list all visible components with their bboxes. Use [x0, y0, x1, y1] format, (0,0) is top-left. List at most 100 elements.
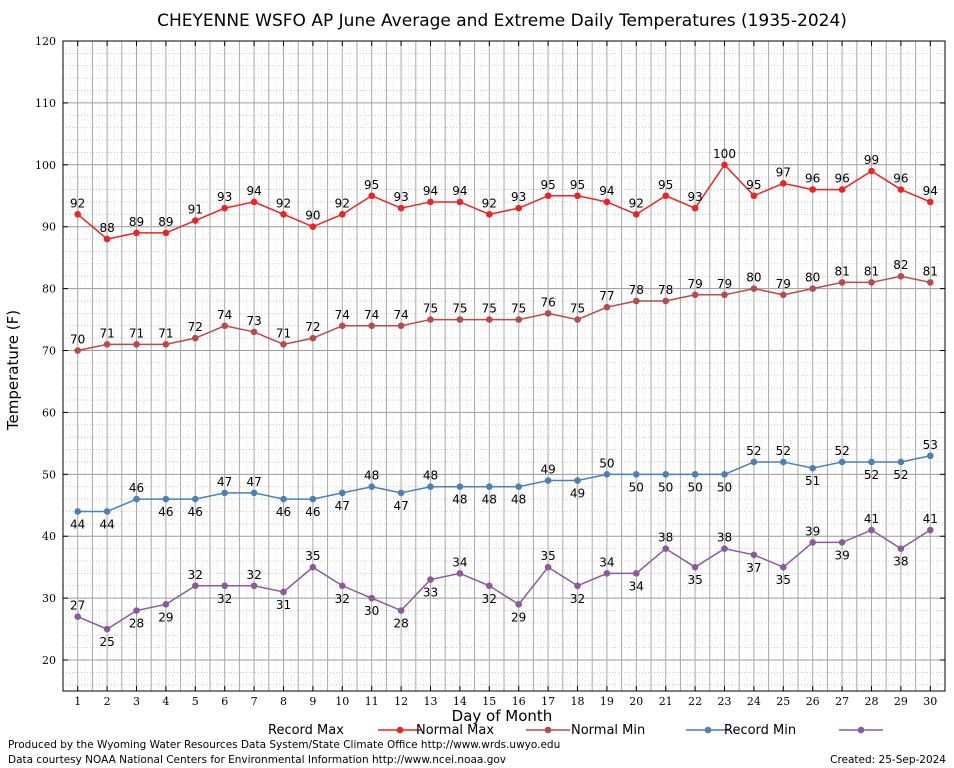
x-tick-label: 22 [688, 695, 702, 708]
data-label: 72 [188, 320, 203, 334]
data-label: 48 [452, 493, 467, 507]
chart-title: CHEYENNE WSFO AP June Average and Extrem… [157, 11, 847, 31]
data-point [544, 477, 552, 484]
data-point [662, 192, 669, 200]
data-point [339, 582, 346, 590]
data-point [868, 279, 875, 286]
x-tick-label: 12 [394, 695, 408, 708]
data-label: 74 [364, 308, 379, 322]
legend-item: Record Max [268, 723, 422, 738]
data-label: 48 [482, 493, 497, 507]
data-point [838, 539, 846, 546]
data-point [721, 545, 728, 552]
data-point [515, 204, 522, 212]
data-label: 32 [246, 568, 261, 582]
data-point [838, 186, 846, 193]
data-label: 74 [393, 308, 408, 322]
data-point [633, 471, 640, 478]
data-label: 94 [423, 184, 438, 198]
legend-swatch-marker [857, 726, 865, 734]
legend-label: Record Max [268, 723, 344, 738]
data-point [103, 235, 111, 243]
data-label: 48 [423, 469, 438, 483]
x-tick-label: 27 [835, 695, 849, 708]
legend-swatch-marker [396, 726, 404, 734]
x-tick-label: 1 [74, 695, 81, 708]
data-point [280, 588, 287, 596]
x-tick-label: 19 [600, 695, 614, 708]
data-point [809, 539, 816, 546]
data-label: 78 [658, 283, 673, 297]
data-label: 71 [276, 326, 291, 340]
data-label: 35 [776, 573, 791, 587]
series-layer: 92 88 89 89 91 93 94 92 90 92 95 93 94 94 92 93 95 95 94 92… [70, 147, 938, 649]
x-tick-label: 2 [104, 695, 111, 708]
data-label: 38 [717, 531, 732, 545]
data-label: 75 [511, 302, 526, 316]
series-normal-max: 70 71 71 71 72 74 73 71 72 74 74 74 75 75 75 75 76 75 77 78… [70, 258, 938, 354]
data-point [897, 186, 905, 193]
data-label: 93 [217, 190, 232, 204]
major-gridlines [63, 40, 946, 691]
data-label: 47 [246, 475, 261, 489]
data-label: 46 [158, 505, 173, 519]
data-label: 80 [805, 271, 820, 285]
data-point [603, 198, 611, 206]
data-point [691, 291, 699, 299]
data-label: 97 [776, 165, 791, 179]
data-point [221, 204, 228, 212]
data-point [103, 341, 111, 348]
data-point [750, 192, 758, 200]
data-label: 46 [188, 505, 203, 519]
data-label: 47 [217, 475, 232, 489]
data-label: 79 [717, 277, 732, 291]
data-point [544, 563, 552, 571]
data-point [544, 192, 552, 200]
data-point [74, 613, 81, 621]
x-tick-label: 15 [482, 695, 496, 708]
data-label: 35 [687, 573, 702, 587]
data-point [544, 310, 552, 317]
data-label: 71 [158, 326, 173, 340]
data-label: 46 [305, 505, 320, 519]
data-point [133, 341, 140, 348]
data-label: 80 [746, 271, 761, 285]
data-label: 34 [452, 555, 467, 569]
data-point [515, 483, 522, 491]
data-point [662, 297, 669, 305]
data-point [721, 291, 728, 299]
data-point [721, 471, 728, 478]
data-point [780, 458, 787, 466]
data-point [486, 582, 493, 590]
data-point [250, 328, 258, 336]
data-label: 81 [834, 264, 849, 278]
data-point [780, 291, 787, 299]
data-point [574, 316, 581, 323]
plot-frame [62, 40, 946, 692]
data-point [633, 211, 640, 218]
data-label: 92 [276, 196, 291, 210]
data-label: 47 [393, 499, 408, 513]
data-point [162, 601, 170, 608]
data-label: 92 [629, 196, 644, 210]
data-label: 50 [687, 480, 702, 494]
y-tick-label: 100 [35, 159, 56, 172]
y-tick-label: 70 [42, 345, 56, 358]
data-label: 37 [746, 561, 761, 575]
y-tick-label: 30 [42, 592, 56, 605]
data-label: 35 [540, 549, 555, 563]
data-label: 77 [599, 289, 614, 303]
data-point [897, 272, 905, 280]
data-label: 32 [217, 592, 232, 606]
data-point [309, 334, 317, 342]
data-label: 89 [158, 215, 173, 229]
data-point [486, 316, 493, 323]
x-tick-label: 9 [309, 695, 316, 708]
data-label: 32 [570, 592, 585, 606]
data-label: 81 [923, 264, 938, 278]
data-label: 95 [746, 178, 761, 192]
data-point [280, 495, 287, 503]
data-point [809, 285, 816, 292]
data-label: 76 [540, 295, 555, 309]
data-label: 30 [364, 604, 379, 618]
